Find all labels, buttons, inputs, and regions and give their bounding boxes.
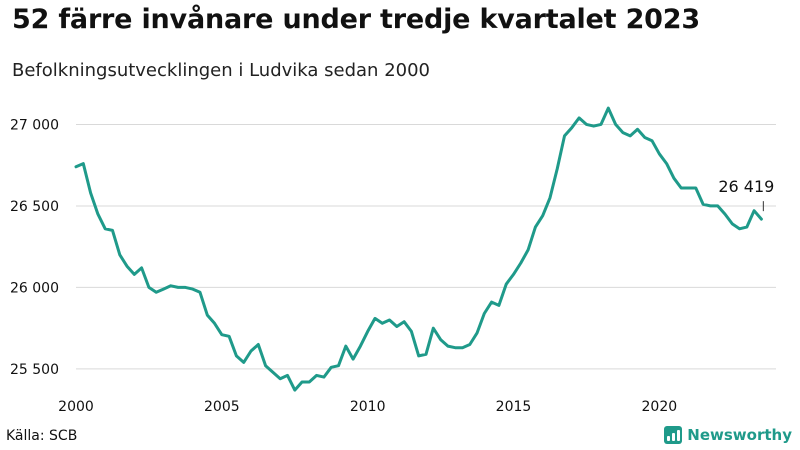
x-tick-label: 2020: [642, 399, 678, 415]
chart-subtitle: Befolkningsutvecklingen i Ludvika sedan …: [12, 60, 430, 81]
annotation-label: 26 419: [718, 177, 774, 196]
y-tick-label: 26 000: [10, 280, 59, 296]
x-tick-label: 2010: [350, 399, 386, 415]
y-tick-label: 26 500: [10, 199, 59, 215]
bar-chart-icon: [664, 426, 683, 444]
x-tick-label: 2015: [496, 399, 532, 415]
y-tick-label: 25 500: [10, 362, 59, 378]
series-layer: [74, 106, 763, 392]
y-tick-label: 27 000: [10, 117, 59, 133]
x-axis-tick-labels: 2000 2005 2010 2015 2020: [58, 399, 677, 415]
gridlines: [76, 123, 776, 370]
series-line: [74, 106, 763, 392]
x-tick-label: 2000: [58, 399, 94, 415]
chart-title: 52 färre invånare under tredje kvartalet…: [12, 4, 700, 35]
brand-name: Newsworthy: [687, 426, 792, 444]
annotation-layer: 26 419: [718, 177, 774, 212]
x-tick-label: 2005: [204, 399, 240, 415]
source-label: Källa: SCB: [6, 428, 78, 444]
y-axis-tick-labels: 25 500 26 000 26 500 27 000: [10, 117, 59, 377]
brand-logo: Newsworthy: [664, 424, 792, 446]
